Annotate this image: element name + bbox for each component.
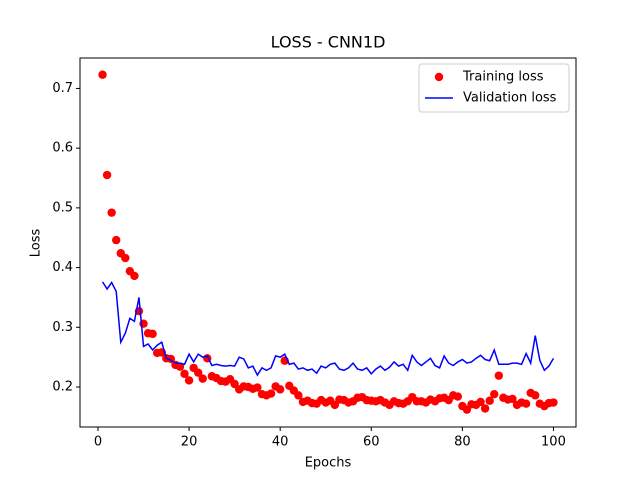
y-tick-label: 0.5 <box>52 200 73 215</box>
x-tick-label: 100 <box>541 435 566 450</box>
training-point <box>130 271 139 281</box>
training-point <box>549 398 558 407</box>
training-point <box>485 396 494 405</box>
y-tick-label: 0.6 <box>52 141 73 156</box>
y-axis-label: Loss <box>29 229 44 258</box>
x-axis-label: Epochs <box>305 456 352 471</box>
validation-line <box>101 281 555 377</box>
legend-label: Validation loss <box>463 91 557 106</box>
training-point <box>184 376 194 385</box>
training-point <box>480 404 490 413</box>
training-point <box>180 369 189 379</box>
training-point <box>148 329 157 339</box>
legend-marker <box>434 72 444 82</box>
y-tick-label: 0.7 <box>52 81 73 96</box>
x-tick-label: 60 <box>363 435 380 450</box>
training-point <box>453 392 463 401</box>
training-point <box>494 371 503 380</box>
y-tick-label: 0.2 <box>52 379 73 394</box>
training-point <box>175 362 185 371</box>
training-point <box>102 170 112 180</box>
chart-title: LOSS - CNN1D <box>271 33 386 52</box>
training-point <box>275 385 285 394</box>
training-point <box>198 374 207 383</box>
x-tick-label: 80 <box>454 435 471 450</box>
training-point <box>112 235 121 245</box>
y-tick-label: 0.3 <box>52 320 73 335</box>
training-point <box>98 70 107 79</box>
training-point <box>508 394 517 404</box>
training-point <box>121 253 130 263</box>
legend-box <box>418 63 570 113</box>
training-point <box>490 389 499 399</box>
x-tick-label: 20 <box>181 435 198 450</box>
training-point <box>476 397 485 407</box>
training-point <box>294 391 303 400</box>
plot-frame <box>79 57 577 428</box>
training-point <box>193 368 203 377</box>
x-tick-label: 0 <box>94 435 102 450</box>
training-point <box>531 391 540 400</box>
training-point <box>521 399 531 408</box>
training-point <box>266 389 276 398</box>
y-tick-label: 0.4 <box>52 260 73 275</box>
training-point <box>107 208 116 217</box>
legend-label: Training loss <box>462 70 544 85</box>
training-point <box>253 383 262 392</box>
x-tick-label: 40 <box>272 435 289 450</box>
